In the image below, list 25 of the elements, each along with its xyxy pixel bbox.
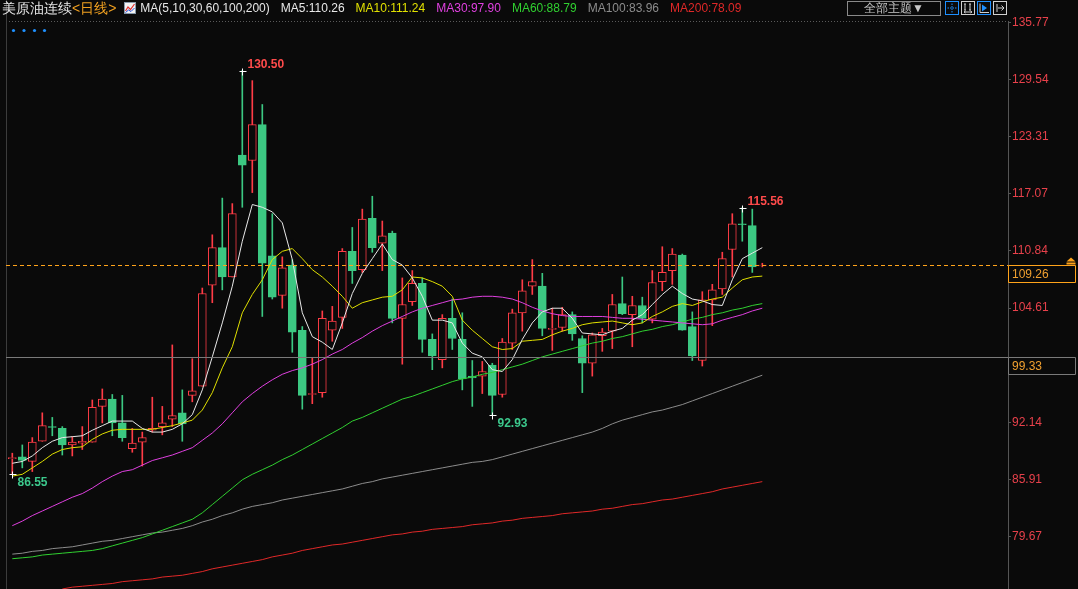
dropdown-button: 全部主题▼ xyxy=(847,1,941,16)
annotation: 115.56 xyxy=(747,193,784,208)
annotation: 86.55 xyxy=(17,474,48,489)
y-tick-label: 79.67 xyxy=(1012,529,1043,544)
text: MA60:88.79 xyxy=(511,0,577,16)
y-tick-label: 123.31 xyxy=(1012,128,1050,143)
annotation: 92.93 xyxy=(497,415,528,430)
text: MA30:97.90 xyxy=(436,0,501,16)
y-tick-label: 92.14 xyxy=(1012,414,1043,429)
y-tick-label: 117.07 xyxy=(1012,186,1049,201)
y-tick-label: 135.77 xyxy=(1012,14,1050,29)
legend-title: MA(5,10,30,60,100,200) xyxy=(140,0,270,16)
text: MA100:83.96 xyxy=(587,0,660,16)
ref-line-label: 99.33 xyxy=(1012,358,1043,373)
text: MA10:111.24 xyxy=(355,0,426,16)
y-tick-label: 129.54 xyxy=(1012,71,1050,86)
text: MA5:110.26 xyxy=(280,0,345,16)
ref-line-label: 109.26 xyxy=(1012,266,1050,281)
y-tick-label: 110.84 xyxy=(1012,243,1049,258)
chart-title: 美原油连续 xyxy=(2,0,72,16)
y-tick-label: 104.61 xyxy=(1012,300,1050,315)
text: MA200:78.09 xyxy=(670,0,742,16)
chart-subtitle: <日线> xyxy=(72,0,117,16)
annotation: 130.50 xyxy=(247,56,285,71)
y-tick-label: 85.91 xyxy=(1012,472,1043,487)
